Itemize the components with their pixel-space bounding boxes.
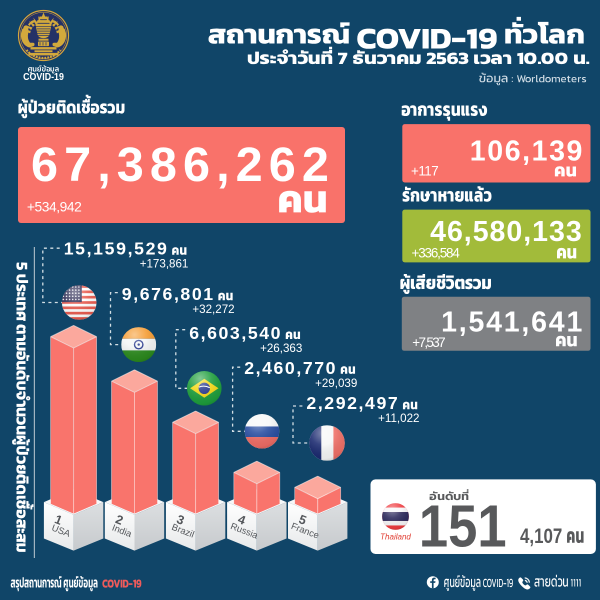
svg-text:3: 3: [175, 512, 187, 528]
svg-text:+26,363: +26,363: [260, 342, 302, 355]
svg-text:106,139: 106,139: [470, 136, 583, 168]
svg-text:COVID-19: COVID-19: [23, 71, 64, 83]
svg-text:9,676,801: 9,676,801: [122, 284, 213, 304]
svg-text:4,107: 4,107: [520, 525, 562, 548]
svg-text:4: 4: [236, 512, 248, 528]
svg-text:+336,584: +336,584: [412, 245, 461, 260]
svg-text:2,292,497: 2,292,497: [306, 393, 397, 413]
svg-text:+7,537: +7,537: [412, 335, 445, 350]
svg-text:15,159,529: 15,159,529: [64, 239, 167, 259]
svg-text:2: 2: [114, 512, 126, 528]
svg-text:5: 5: [297, 512, 309, 528]
svg-text:+29,039: +29,039: [315, 377, 357, 390]
svg-text:6,603,540: 6,603,540: [189, 323, 280, 343]
svg-text:1,541,641: 1,541,641: [441, 306, 582, 338]
svg-text:+173,861: +173,861: [140, 258, 189, 271]
svg-text:+117: +117: [411, 163, 439, 178]
svg-text:2,460,770: 2,460,770: [244, 358, 335, 378]
svg-text:46,580,133: 46,580,133: [430, 216, 582, 248]
svg-text:Thailand: Thailand: [380, 532, 411, 541]
svg-text:+534,942: +534,942: [27, 200, 82, 215]
svg-text:+11,022: +11,022: [378, 412, 419, 425]
svg-text:1: 1: [53, 512, 65, 528]
svg-text:151: 151: [419, 493, 507, 560]
svg-text:+32,272: +32,272: [192, 303, 234, 316]
